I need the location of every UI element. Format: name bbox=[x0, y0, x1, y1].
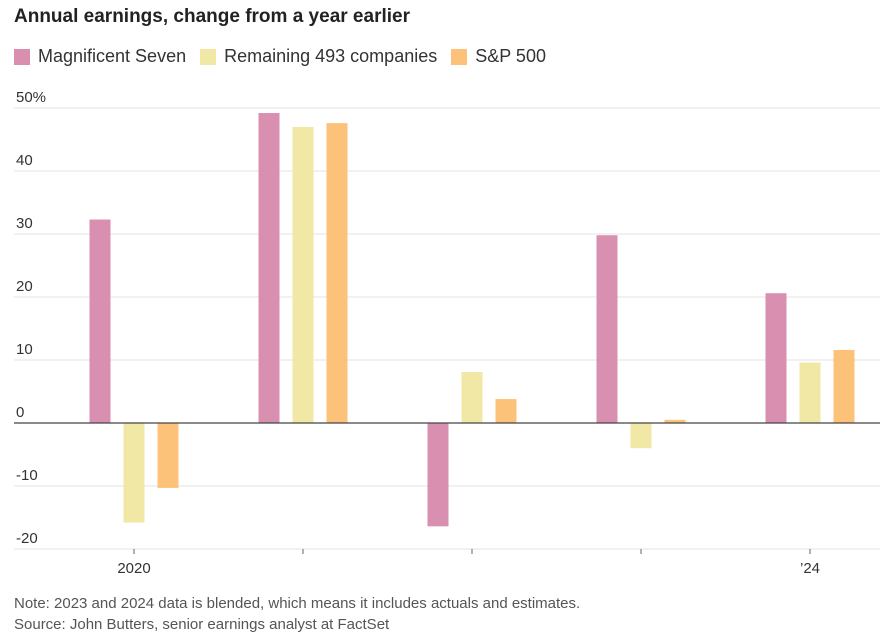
bar bbox=[833, 349, 855, 423]
source-text: Source: John Butters, senior earnings an… bbox=[14, 616, 390, 633]
bar bbox=[89, 219, 111, 423]
bar bbox=[461, 371, 483, 423]
bar bbox=[157, 423, 179, 488]
chart-legend: Magnificent Seven Remaining 493 companie… bbox=[14, 46, 560, 67]
legend-label-sp500: S&P 500 bbox=[475, 46, 546, 66]
note-text: Note: 2023 and 2024 data is blended, whi… bbox=[14, 595, 581, 612]
legend-item-magnificent-seven: Magnificent Seven bbox=[14, 46, 186, 67]
bar bbox=[664, 419, 686, 423]
legend-item-sp500: S&P 500 bbox=[451, 46, 546, 67]
legend-swatch-magnificent-seven bbox=[14, 48, 30, 65]
x-tick-label: ’24 bbox=[800, 560, 820, 577]
bar bbox=[495, 399, 517, 423]
x-tick-label: 2020 bbox=[117, 560, 150, 577]
y-tick-label: 40 bbox=[16, 152, 33, 169]
bar bbox=[427, 423, 449, 527]
y-tick-label: 30 bbox=[16, 215, 33, 232]
bar-chart: 50% 40 30 20 10 0 -10 -20 2020 ’24 bbox=[14, 89, 880, 577]
bar bbox=[765, 293, 787, 423]
bar bbox=[326, 123, 348, 423]
bar bbox=[123, 423, 145, 523]
y-tick-label: 50% bbox=[16, 89, 46, 106]
chart-title: Annual earnings, change from a year earl… bbox=[14, 6, 410, 27]
y-tick-label: -10 bbox=[16, 467, 38, 484]
legend-label-remaining-493: Remaining 493 companies bbox=[224, 46, 438, 66]
y-tick-label: -20 bbox=[16, 530, 38, 547]
bar bbox=[799, 362, 821, 423]
y-tick-label: 0 bbox=[16, 404, 24, 421]
y-tick-label: 20 bbox=[16, 278, 33, 295]
legend-item-remaining-493: Remaining 493 companies bbox=[200, 46, 437, 67]
chart-notes: Note: 2023 and 2024 data is blended, whi… bbox=[14, 593, 580, 635]
legend-label-magnificent-seven: Magnificent Seven bbox=[38, 46, 187, 66]
bar bbox=[630, 423, 652, 449]
bar bbox=[258, 113, 280, 423]
bar bbox=[596, 235, 618, 423]
y-tick-label: 10 bbox=[16, 341, 33, 358]
legend-swatch-remaining-493 bbox=[200, 48, 217, 65]
bar bbox=[292, 126, 314, 424]
legend-swatch-sp500 bbox=[451, 48, 468, 65]
